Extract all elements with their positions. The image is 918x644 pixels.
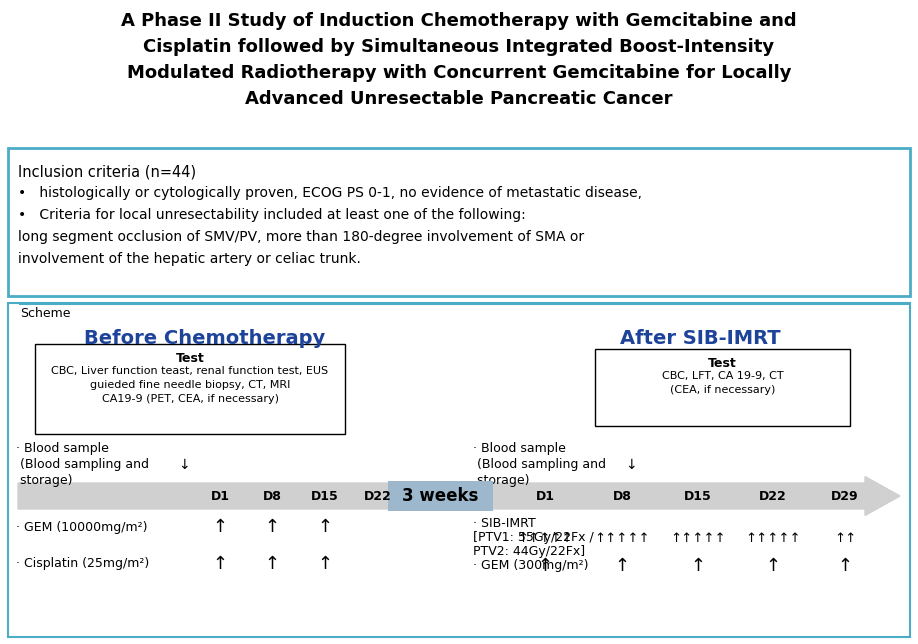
Text: ↑: ↑	[318, 555, 332, 573]
Text: ↑↑↑↑↑: ↑↑↑↑↑	[745, 533, 800, 545]
Bar	[8, 303, 910, 637]
Text: CBC, LFT, CA 19-9, CT
(CEA, if necessary): CBC, LFT, CA 19-9, CT (CEA, if necessary…	[662, 371, 783, 395]
Text: ↑: ↑	[212, 555, 228, 573]
Text: Modulated Radiotherapy with Concurrent Gemcitabine for Locally: Modulated Radiotherapy with Concurrent G…	[127, 64, 791, 82]
Text: D1: D1	[210, 489, 230, 502]
Text: ↓: ↓	[625, 458, 636, 472]
Text: Test: Test	[175, 352, 205, 365]
Text: ↑↑: ↑↑	[834, 533, 856, 545]
Bar	[387, 481, 492, 511]
Text: Before Chemotherapy: Before Chemotherapy	[84, 329, 326, 348]
Text: Advanced Unresectable Pancreatic Cancer: Advanced Unresectable Pancreatic Cancer	[245, 90, 673, 108]
Text: A Phase II Study of Induction Chemotherapy with Gemcitabine and: A Phase II Study of Induction Chemothera…	[121, 12, 797, 30]
Text: D29: D29	[831, 489, 859, 502]
Text: ↑: ↑	[766, 557, 780, 575]
Text: · Blood sample: · Blood sample	[16, 442, 109, 455]
Text: D22: D22	[759, 489, 787, 502]
Bar	[8, 148, 910, 296]
Text: involvement of the hepatic artery or celiac trunk.: involvement of the hepatic artery or cel…	[18, 252, 361, 266]
Text: PTV2: 44Gy/22Fx]: PTV2: 44Gy/22Fx]	[473, 545, 585, 558]
Text: · GEM (300mg/m²): · GEM (300mg/m²)	[473, 560, 588, 573]
Bar	[35, 344, 345, 434]
Text: 3 weeks: 3 weeks	[402, 487, 478, 505]
Text: ↑: ↑	[264, 555, 280, 573]
Text: · SIB-IMRT: · SIB-IMRT	[473, 517, 536, 530]
Text: Scheme: Scheme	[20, 307, 71, 320]
Text: storage): storage)	[473, 474, 530, 487]
Text: ↑↑↑↑↑: ↑↑↑↑↑	[517, 533, 573, 545]
FancyArrow shape	[18, 477, 900, 515]
Text: ↑: ↑	[212, 518, 228, 536]
Text: D15: D15	[311, 489, 339, 502]
Text: storage): storage)	[16, 474, 73, 487]
Text: ↑: ↑	[614, 557, 630, 575]
Text: [PTV1: 55Gy/22Fx /: [PTV1: 55Gy/22Fx /	[473, 531, 594, 544]
Text: CBC, Liver function teast, renal function test, EUS
guieded fine needle biopsy, : CBC, Liver function teast, renal functio…	[51, 366, 329, 404]
Text: Cisplatin followed by Simultaneous Integrated Boost-Intensity: Cisplatin followed by Simultaneous Integ…	[143, 38, 775, 56]
Text: ↑↑↑↑↑: ↑↑↑↑↑	[594, 533, 650, 545]
Text: · GEM (10000mg/m²): · GEM (10000mg/m²)	[16, 520, 148, 533]
Text: After SIB-IMRT: After SIB-IMRT	[620, 329, 780, 348]
Text: ↑↑↑↑↑: ↑↑↑↑↑	[670, 533, 726, 545]
Text: ↑: ↑	[837, 557, 853, 575]
Text: ↑: ↑	[264, 518, 280, 536]
Text: D8: D8	[612, 489, 632, 502]
Text: D22: D22	[364, 489, 392, 502]
Text: · Blood sample: · Blood sample	[473, 442, 565, 455]
Text: ↑: ↑	[537, 557, 553, 575]
Text: ↓: ↓	[178, 458, 190, 472]
Text: D15: D15	[684, 489, 711, 502]
Text: · Cisplatin (25mg/m²): · Cisplatin (25mg/m²)	[16, 558, 150, 571]
Text: (Blood sampling and: (Blood sampling and	[473, 458, 606, 471]
Text: •   Criteria for local unresectability included at least one of the following:: • Criteria for local unresectability inc…	[18, 208, 526, 222]
Text: long segment occlusion of SMV/PV, more than 180-degree involvement of SMA or: long segment occlusion of SMV/PV, more t…	[18, 230, 584, 244]
Text: Test: Test	[708, 357, 737, 370]
Bar	[595, 349, 850, 426]
Text: ↑: ↑	[318, 518, 332, 536]
Text: •   histologically or cytologically proven, ECOG PS 0-1, no evidence of metastat: • histologically or cytologically proven…	[18, 186, 642, 200]
Text: ↑: ↑	[690, 557, 706, 575]
Text: Inclusion criteria (n=44): Inclusion criteria (n=44)	[18, 164, 196, 179]
Text: D1: D1	[535, 489, 554, 502]
Text: D8: D8	[263, 489, 282, 502]
Text: (Blood sampling and: (Blood sampling and	[16, 458, 149, 471]
